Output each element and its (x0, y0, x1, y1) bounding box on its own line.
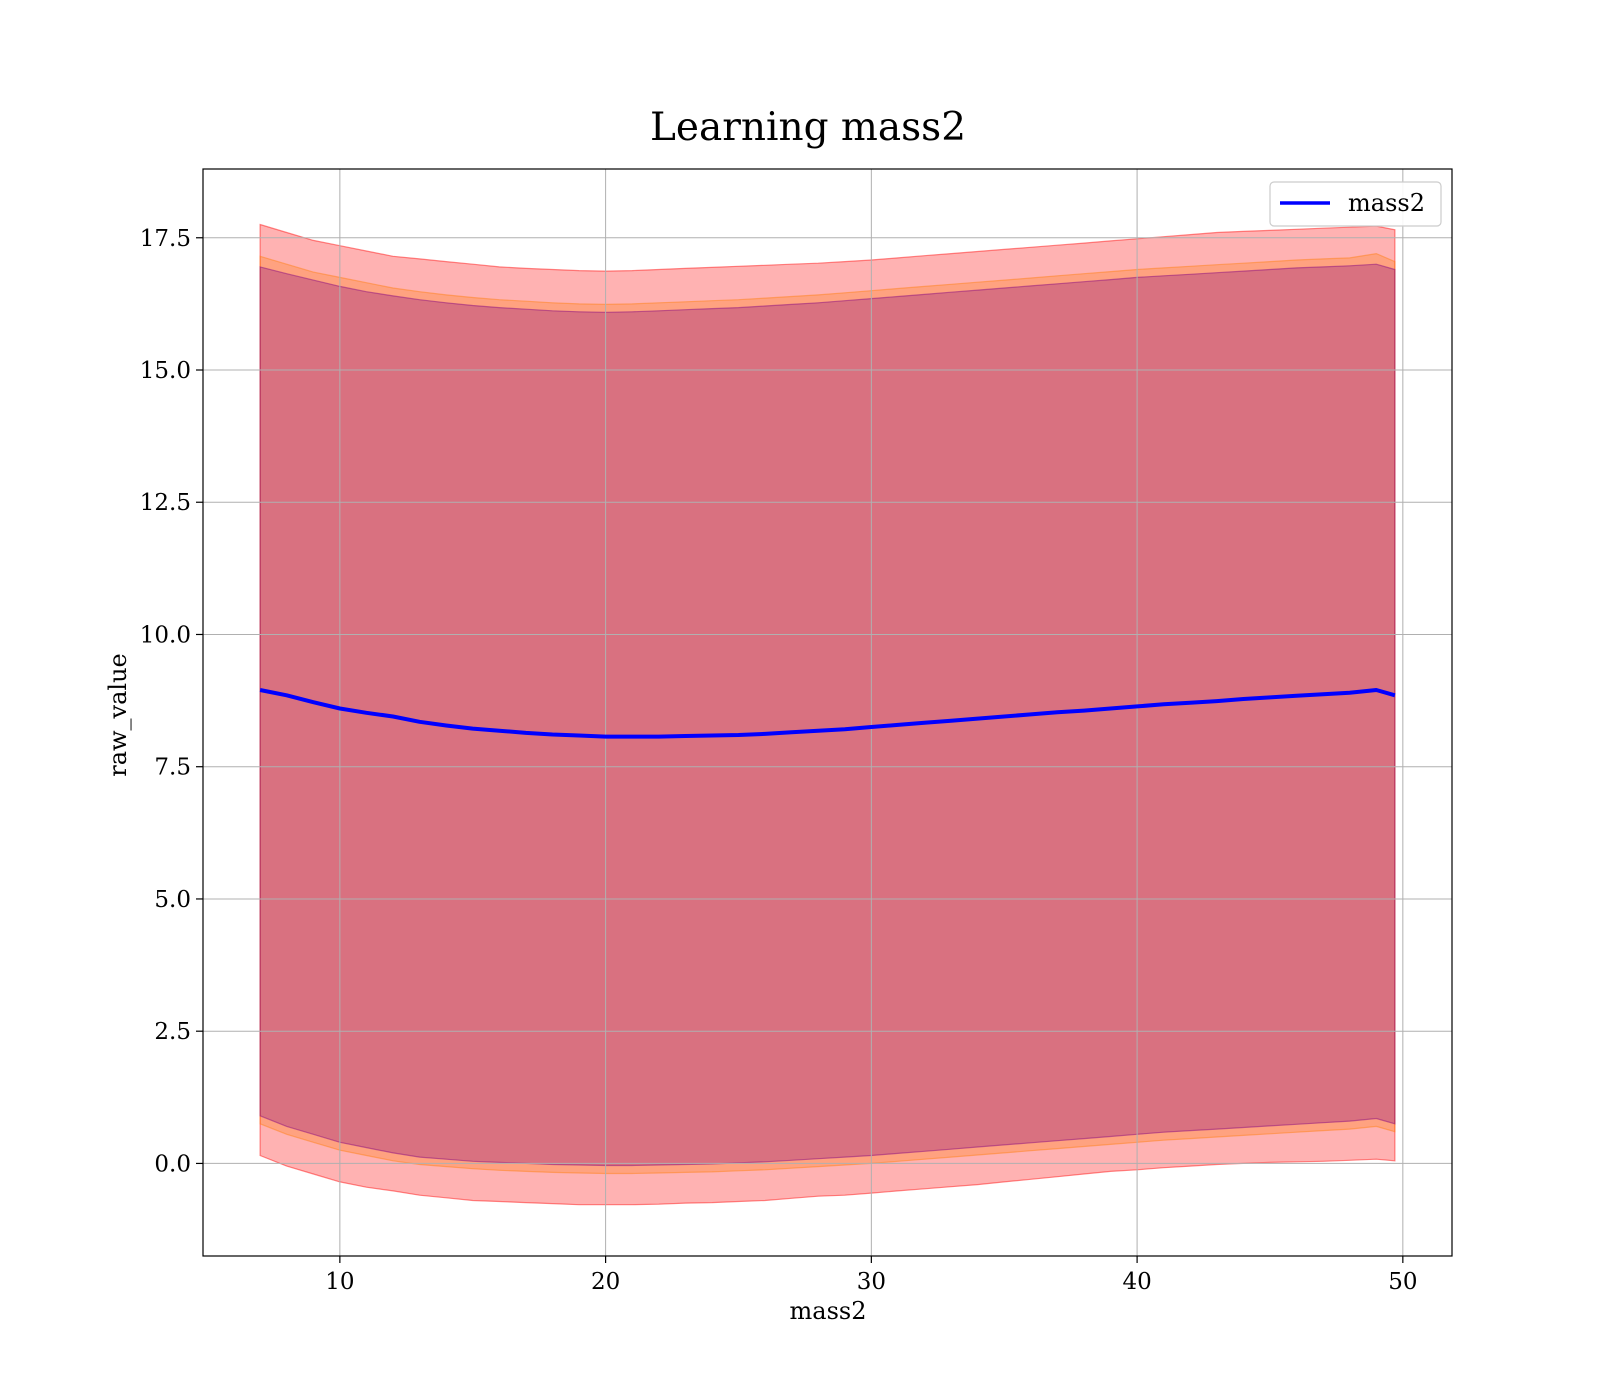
grid (203, 169, 1452, 1256)
chart-title: Learning mass2 (650, 105, 966, 150)
x-tick-label: 10 (325, 1269, 354, 1295)
y-tick-label: 12.5 (140, 490, 191, 516)
series-lines (259, 688, 1396, 739)
y-tick-label: 0.0 (154, 1151, 191, 1177)
y-tick-label: 5.0 (154, 887, 191, 913)
y-axis-label: raw_value (104, 653, 132, 777)
series-line-mass2 (259, 688, 1396, 739)
band-outer (259, 223, 1396, 1206)
y-tick-label: 15.0 (140, 358, 191, 384)
y-tick-label: 2.5 (154, 1019, 191, 1045)
plot-frame (202, 168, 1453, 1257)
x-axis-ticks: 10 20 30 40 50 (325, 1256, 1417, 1295)
x-axis-label: mass2 (790, 1297, 867, 1325)
legend-box (1269, 181, 1442, 227)
y-tick-label: 10.0 (140, 622, 191, 648)
x-tick-label: 30 (857, 1269, 886, 1295)
x-tick-label: 20 (591, 1269, 620, 1295)
y-tick-label: 7.5 (154, 755, 191, 781)
band-middle (259, 252, 1396, 1175)
x-tick-label: 40 (1122, 1269, 1151, 1295)
x-tick-label: 50 (1388, 1269, 1417, 1295)
y-tick-label: 17.5 (140, 226, 191, 252)
band-inner (259, 263, 1396, 1167)
legend: mass2 (1269, 181, 1442, 227)
legend-label-mass2: mass2 (1348, 189, 1425, 217)
confidence-bands (259, 223, 1396, 1206)
y-axis-ticks: 0.0 2.5 5.0 7.5 10.0 12.5 15.0 17.5 (140, 226, 203, 1177)
